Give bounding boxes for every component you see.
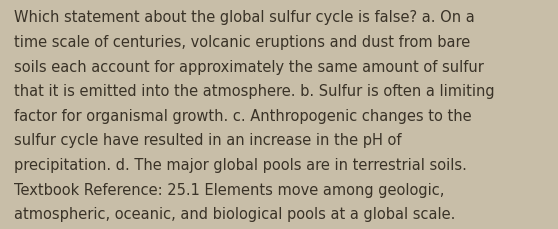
Text: factor for organismal growth. c. Anthropogenic changes to the: factor for organismal growth. c. Anthrop… — [14, 108, 472, 123]
Text: sulfur cycle have resulted in an increase in the pH of: sulfur cycle have resulted in an increas… — [14, 133, 401, 148]
Text: Textbook Reference: 25.1 Elements move among geologic,: Textbook Reference: 25.1 Elements move a… — [14, 182, 444, 197]
Text: time scale of centuries, volcanic eruptions and dust from bare: time scale of centuries, volcanic erupti… — [14, 35, 470, 50]
Text: that it is emitted into the atmosphere. b. Sulfur is often a limiting: that it is emitted into the atmosphere. … — [14, 84, 494, 99]
Text: precipitation. d. The major global pools are in terrestrial soils.: precipitation. d. The major global pools… — [14, 157, 467, 172]
Text: soils each account for approximately the same amount of sulfur: soils each account for approximately the… — [14, 59, 484, 74]
Text: Which statement about the global sulfur cycle is false? a. On a: Which statement about the global sulfur … — [14, 10, 475, 25]
Text: atmospheric, oceanic, and biological pools at a global scale.: atmospheric, oceanic, and biological poo… — [14, 206, 455, 221]
